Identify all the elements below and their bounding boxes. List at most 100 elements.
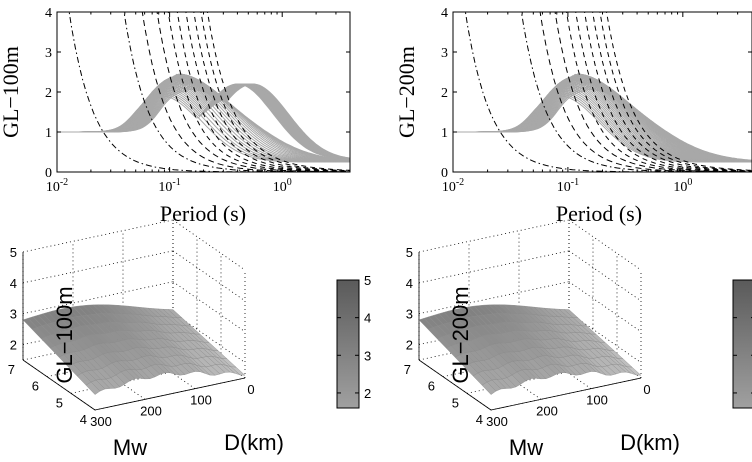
- mw-tick-label: 6: [32, 379, 39, 394]
- x-tick-label: 10-2: [46, 177, 68, 195]
- panel-top-right: 0 1 2 3 4 10-2 10-1 100 GL−200m Period (s): [394, 6, 752, 226]
- x-tick-label: 10-1: [557, 177, 579, 195]
- y-tick-label: 0: [441, 166, 448, 181]
- reference-line: [584, 12, 752, 172]
- colorbar-br: [732, 279, 752, 409]
- d-tick-label: 0: [247, 382, 254, 397]
- reference-line: [464, 12, 752, 172]
- reference-line: [156, 12, 350, 172]
- panel-bottom-left: 2 3 4 5 4 5 6 7 0 100 200 300 GL−100m Mw D(km) 2 3 4 5: [8, 219, 371, 460]
- mw-tick-label: 7: [8, 362, 15, 377]
- y-tick-label: 4: [441, 6, 448, 21]
- reference-line: [592, 12, 752, 172]
- x-axis-label-tr: Period (s): [556, 201, 642, 226]
- reference-line: [575, 12, 752, 172]
- grid-line: [22, 281, 174, 315]
- reference-line: [167, 12, 350, 172]
- mw-tick-label: 7: [404, 362, 411, 377]
- z-tick-label: 2: [406, 338, 413, 353]
- x-tick-label: 10-1: [158, 177, 180, 195]
- reference-line: [599, 12, 752, 172]
- panel-bottom-right: 2 3 4 5 4 5 6 7 0 100 200 300 GL−200m Mw D(km) 2 3 4 5: [404, 219, 752, 460]
- y-tick-label: 4: [45, 6, 52, 21]
- reference-line: [193, 12, 350, 172]
- colorbar-tick-label: 3: [364, 348, 371, 363]
- y-axis-label-tl: GL−100m: [0, 46, 23, 138]
- z-tick-label: 5: [10, 245, 17, 260]
- colorbar-tick-label: 2: [364, 386, 371, 401]
- y-tick-label: 3: [441, 46, 448, 61]
- grid-line: [568, 219, 642, 271]
- reference-line: [605, 12, 752, 171]
- z-tick-label: 5: [406, 245, 413, 260]
- reference-line: [176, 12, 350, 172]
- z-tick-label: 3: [406, 307, 413, 322]
- reference-line: [539, 12, 752, 172]
- colorbar-bl: [336, 279, 360, 409]
- d-tick-label: 100: [586, 393, 608, 408]
- reference-line: [200, 12, 350, 172]
- d-axis-label-br: D(km): [620, 430, 680, 455]
- x-tick-label: 100: [673, 177, 692, 195]
- reference-line: [565, 12, 752, 172]
- mw-tick-label: 4: [476, 412, 483, 427]
- mw-tick-label: 6: [428, 379, 435, 394]
- z-tick-label: 2: [10, 338, 17, 353]
- tick-labels-bl: 2 3 4 5 4 5 6 7 0 100 200 300: [8, 245, 255, 429]
- mw-tick-label: 5: [452, 395, 459, 410]
- z-tick-label: 4: [406, 276, 413, 291]
- surface-patch: [563, 309, 579, 319]
- grid-line: [418, 250, 570, 284]
- d-tick-label: 0: [643, 382, 650, 397]
- reference-line: [185, 12, 350, 172]
- d-axis-line: [94, 377, 246, 411]
- x-axis-label-tl: Period (s): [160, 201, 246, 226]
- surface-br: [418, 304, 642, 395]
- d-tick-label: 200: [536, 403, 558, 418]
- y-tick-label: 3: [45, 46, 52, 61]
- grid-line: [568, 250, 642, 302]
- panel-top-left: 0 1 2 3 4 10-2 10-1 100 GL−100m Period (s): [0, 6, 351, 226]
- y-tick-label: 1: [45, 126, 52, 141]
- grid-line: [22, 250, 174, 284]
- z-axis-label-br: GL−200m: [448, 286, 473, 383]
- mw-axis-label-bl: Mw: [113, 435, 147, 460]
- mw-tick-label: 4: [80, 412, 87, 427]
- y-tick-label: 0: [45, 166, 52, 181]
- grid-line: [172, 219, 246, 271]
- grid-line: [418, 219, 570, 253]
- surface-bl: [22, 304, 246, 395]
- d-tick-label: 300: [90, 414, 112, 429]
- reference-line: [554, 12, 752, 172]
- d-tick-label: 300: [486, 414, 508, 429]
- d-axis-label-bl: D(km): [224, 430, 284, 455]
- y-tick-label: 1: [441, 126, 448, 141]
- surface-patch: [167, 309, 183, 319]
- y-axis-label-tr: GL−200m: [394, 46, 419, 138]
- mw-axis-line: [22, 359, 96, 411]
- ticks-tl: 0 1 2 3 4 10-2 10-1 100: [45, 6, 351, 195]
- z-axis-label-bl: GL−100m: [52, 286, 77, 383]
- x-tick-label: 10-2: [442, 177, 464, 195]
- d-axis-line: [490, 377, 642, 411]
- z-tick-label: 4: [10, 276, 17, 291]
- curves-tr: [453, 12, 752, 172]
- mw-axis-label-br: Mw: [509, 435, 543, 460]
- mw-tick-label: 5: [56, 395, 63, 410]
- colorbar-tick-label: 5: [364, 273, 371, 288]
- y-tick-label: 2: [441, 86, 448, 101]
- colorbar-ticks-bl: 2 3 4 5: [337, 273, 371, 401]
- y-tick-label: 2: [45, 86, 52, 101]
- tick-labels-br: 2 3 4 5 4 5 6 7 0 100 200 300: [404, 245, 651, 429]
- d-tick-label: 100: [190, 393, 212, 408]
- x-tick-label: 100: [273, 177, 292, 195]
- colorbar-tick-label: 4: [364, 311, 371, 326]
- mw-axis-line: [418, 359, 492, 411]
- reference-line: [520, 12, 752, 172]
- grid-line: [418, 281, 570, 315]
- d-tick-label: 200: [140, 403, 162, 418]
- grid-line: [172, 250, 246, 302]
- grid-line: [22, 219, 174, 253]
- z-tick-label: 3: [10, 307, 17, 322]
